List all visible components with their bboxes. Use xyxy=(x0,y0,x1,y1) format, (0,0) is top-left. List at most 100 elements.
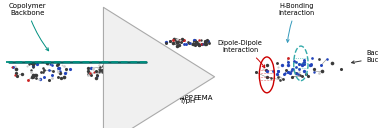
Point xyxy=(264,70,270,72)
Point xyxy=(303,73,309,75)
Point xyxy=(176,44,182,46)
Point xyxy=(196,39,202,41)
Point xyxy=(55,71,61,73)
Point xyxy=(260,68,266,70)
Point xyxy=(13,72,19,74)
Point xyxy=(319,70,325,72)
Point xyxy=(55,67,61,70)
Point xyxy=(282,72,288,74)
Point xyxy=(31,74,37,76)
Point xyxy=(12,65,18,67)
Point xyxy=(181,39,187,41)
Point xyxy=(293,66,299,68)
Point xyxy=(57,72,64,74)
Point xyxy=(189,43,195,45)
Point xyxy=(85,73,91,75)
Point xyxy=(308,63,314,65)
Point xyxy=(88,74,94,76)
Point xyxy=(99,71,105,73)
Point xyxy=(301,61,307,63)
Point xyxy=(186,42,192,44)
Point xyxy=(290,68,296,70)
Point xyxy=(285,64,291,66)
Point xyxy=(192,43,198,45)
Point xyxy=(24,65,30,67)
Point xyxy=(33,77,39,79)
Point xyxy=(50,70,56,72)
Point xyxy=(174,41,180,43)
Point xyxy=(122,75,128,77)
Point xyxy=(253,71,259,73)
Point xyxy=(10,66,16,68)
Text: T/pH: T/pH xyxy=(180,98,195,104)
Point xyxy=(134,71,140,73)
Point xyxy=(203,43,209,45)
Point xyxy=(55,76,61,78)
Point xyxy=(174,42,180,44)
Point xyxy=(308,64,314,66)
Point xyxy=(128,72,134,74)
Point xyxy=(279,64,285,66)
Point xyxy=(30,66,36,68)
Point xyxy=(40,71,46,73)
Point xyxy=(285,71,291,73)
Point xyxy=(176,44,182,46)
Point xyxy=(268,77,274,79)
Point xyxy=(111,63,117,65)
Point xyxy=(309,57,315,59)
Point xyxy=(193,40,199,42)
Point xyxy=(199,43,205,45)
Point xyxy=(93,72,99,74)
Point xyxy=(301,70,307,72)
Point xyxy=(121,67,127,69)
Point xyxy=(55,63,61,65)
Point xyxy=(191,40,197,42)
Point xyxy=(296,68,302,70)
Point xyxy=(57,70,63,72)
Text: Backbone
Buckling: Backbone Buckling xyxy=(352,50,378,63)
Point xyxy=(126,67,132,69)
Point xyxy=(300,62,306,64)
Point xyxy=(285,57,291,59)
Point xyxy=(30,76,36,78)
Point xyxy=(300,63,306,65)
Point xyxy=(12,74,18,76)
Point xyxy=(170,39,177,41)
Point xyxy=(32,74,38,76)
Point xyxy=(311,68,317,70)
Point xyxy=(274,66,280,68)
Point xyxy=(85,67,91,70)
Point xyxy=(182,40,188,42)
Point xyxy=(99,69,105,71)
Point xyxy=(112,69,118,71)
Point xyxy=(274,62,280,64)
Point xyxy=(280,73,287,75)
Point xyxy=(275,76,281,78)
Text: Copolymer
Backbone: Copolymer Backbone xyxy=(8,3,49,51)
Point xyxy=(287,72,293,74)
Point xyxy=(270,70,276,72)
Point xyxy=(45,69,51,71)
Point xyxy=(196,42,202,45)
Point xyxy=(105,72,112,74)
Point xyxy=(194,41,200,43)
Point xyxy=(206,41,212,43)
Point xyxy=(25,79,31,81)
Point xyxy=(59,64,65,66)
Point xyxy=(96,68,102,70)
Point xyxy=(63,68,69,70)
Point xyxy=(117,67,123,70)
Point xyxy=(31,62,37,64)
Point xyxy=(276,70,282,72)
Point xyxy=(30,63,36,65)
Point xyxy=(183,43,189,45)
Point xyxy=(299,75,305,77)
Point xyxy=(97,69,103,71)
Point xyxy=(299,63,305,65)
Point xyxy=(270,69,276,71)
Point xyxy=(10,66,16,68)
Point xyxy=(26,63,32,65)
Point xyxy=(307,65,313,67)
Point xyxy=(97,66,103,68)
Point xyxy=(115,79,121,81)
